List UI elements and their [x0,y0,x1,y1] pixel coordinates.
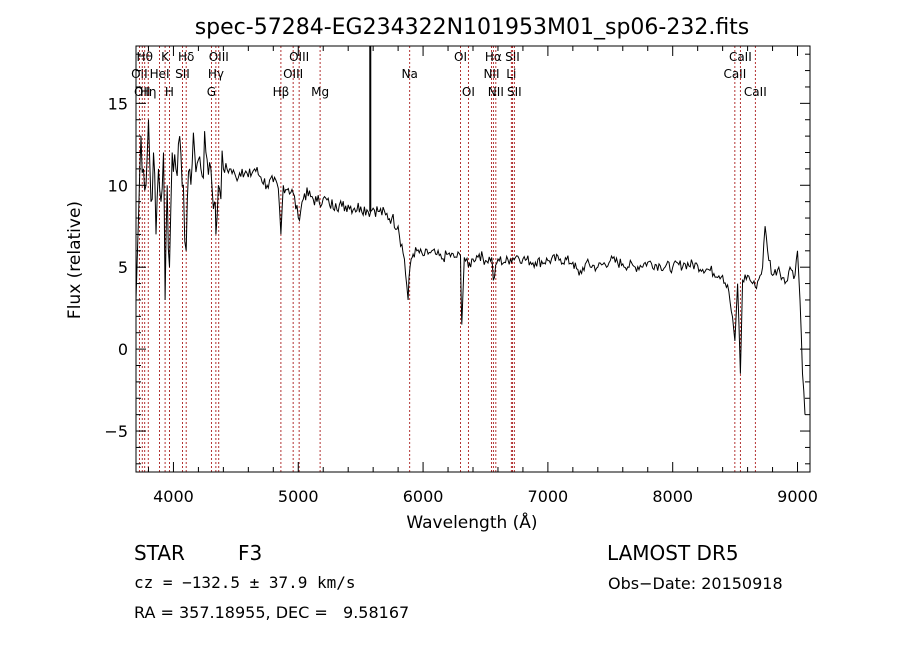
line-marker-label: HeI [150,67,170,81]
line-marker-label: G [207,85,216,99]
line-marker-label: OII [134,85,151,99]
line-marker-label: H [165,85,174,99]
object-subclass: F3 [238,541,263,565]
line-marker-label: OIII [289,50,309,64]
x-tick-label: 6000 [403,487,444,506]
line-marker-label: OIII [209,50,229,64]
line-marker-label: OII [131,67,148,81]
line-marker-label: Hγ [208,67,224,81]
y-axis-label: Flux (relative) [65,201,85,319]
redshift-line: cz = −132.5 ± 37.9 km/s [134,573,356,592]
line-marker-label: Hα [485,50,502,64]
line-marker-label: Hη [140,85,157,99]
line-marker-label: Hβ [273,85,290,99]
line-marker-label: OI [462,85,475,99]
line-marker-label: OIII [283,67,303,81]
line-marker-label: CaII [729,50,752,64]
line-marker-label: Hθ [137,50,153,64]
x-axis-label: Wavelength (Å) [406,511,537,533]
object-class: STAR [134,541,185,565]
chart-title: spec-57284-EG234322N101953M01_sp06-232.f… [195,15,750,40]
obs-date: Obs−Date: 20150918 [608,574,783,593]
y-tick-label: 5 [118,258,128,277]
line-marker-label: NII [488,85,504,99]
axis-ticks: 4000 5000 6000 7000 8000 9000 −5 0 5 10 15 [104,46,818,506]
y-tick-label: 0 [118,340,128,359]
line-marker-label: Li [506,67,516,81]
x-tick-label: 4000 [153,487,194,506]
line-marker-label: Hδ [178,50,194,64]
y-tick-label: −5 [104,422,128,441]
spectrum-series-line [135,119,806,415]
x-tick-label: 9000 [777,487,818,506]
survey-name: LAMOST DR5 [607,541,739,565]
line-marker-label: OI [454,50,467,64]
y-tick-label: 10 [108,176,128,195]
line-marker-label: Mg [311,85,329,99]
line-marker-label: CaII [723,67,746,81]
line-marker-label: CaII [744,85,767,99]
plot-frame [135,45,811,473]
line-marker-label: SII [507,85,522,99]
x-tick-label: 5000 [278,487,319,506]
line-marker-label: Na [402,67,418,81]
line-marker-label: K [161,50,170,64]
line-marker-label: SII [505,50,520,64]
coordinates: RA = 357.18955, DEC = 9.58167 [134,603,410,622]
x-tick-label: 8000 [652,487,693,506]
y-tick-label: 15 [108,94,128,113]
emission-line-markers: OIIOIIHθHηHeIKHSIIHδGHγOIIIHβOIIIOIIIMgN… [131,46,767,472]
line-marker-label: NII [483,67,499,81]
line-marker-label: SII [175,67,190,81]
x-tick-label: 7000 [528,487,569,506]
